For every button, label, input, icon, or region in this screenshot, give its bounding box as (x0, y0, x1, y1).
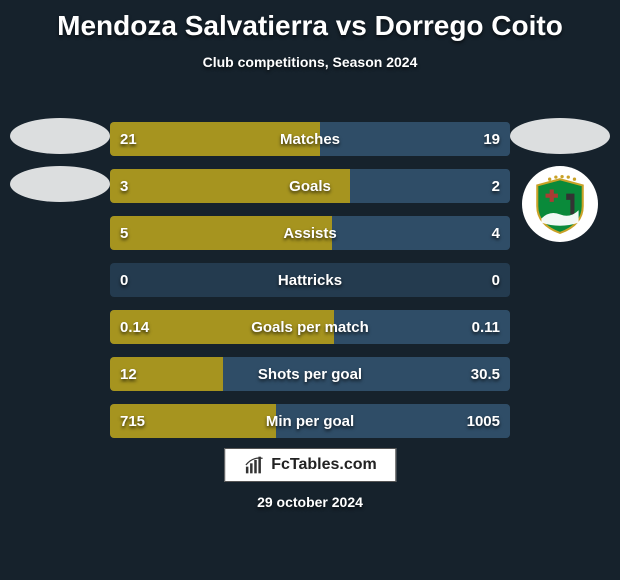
stats-bars: 2119Matches 32Goals 54Assists 00Hattricks 0.… (110, 122, 510, 451)
stat-row: 32Goals (110, 169, 510, 203)
stat-label: Min per goal (110, 404, 510, 438)
left-player-avatars (10, 118, 110, 202)
watermark: FcTables.com (224, 448, 396, 482)
stat-row: 7151005Min per goal (110, 404, 510, 438)
player-silhouette-icon (510, 118, 610, 154)
page-title: Mendoza Salvatierra vs Dorrego Coito (0, 0, 620, 42)
stat-row: 54Assists (110, 216, 510, 250)
stat-label: Hattricks (110, 263, 510, 297)
chart-icon (243, 455, 265, 475)
stat-label: Shots per goal (110, 357, 510, 391)
date-text: 29 october 2024 (0, 494, 620, 510)
stat-label: Goals per match (110, 310, 510, 344)
stat-row: 2119Matches (110, 122, 510, 156)
stat-label: Assists (110, 216, 510, 250)
club-badge-icon (522, 166, 598, 242)
stat-row: 00Hattricks (110, 263, 510, 297)
player-silhouette-icon (10, 118, 110, 154)
player-silhouette-icon (10, 166, 110, 202)
stat-row: 0.140.11Goals per match (110, 310, 510, 344)
right-player-avatars (510, 118, 610, 242)
subtitle: Club competitions, Season 2024 (0, 54, 620, 70)
watermark-text: FcTables.com (271, 456, 377, 474)
stat-row: 1230.5Shots per goal (110, 357, 510, 391)
stat-label: Matches (110, 122, 510, 156)
stat-label: Goals (110, 169, 510, 203)
